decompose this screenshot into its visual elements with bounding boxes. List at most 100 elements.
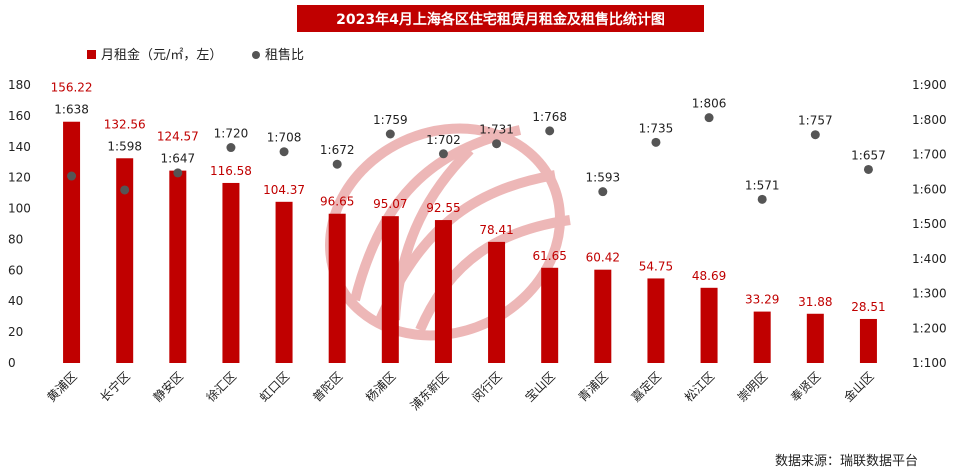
left-tick-label: 80 — [8, 232, 23, 246]
category-label: 闵行区 — [469, 369, 505, 405]
ratio-dot — [492, 139, 502, 149]
ratio-value-label: 1:593 — [586, 171, 621, 185]
ratio-value-label: 1:571 — [745, 178, 780, 192]
legend-dot-label: 租售比 — [265, 47, 304, 63]
legend-dot-swatch — [252, 51, 260, 59]
ratio-value-label: 1:638 — [54, 103, 89, 117]
rent-value-label: 156.22 — [51, 81, 93, 95]
right-tick-label: 1:100 — [912, 356, 947, 370]
rent-bar — [806, 313, 824, 363]
left-tick-label: 140 — [8, 140, 31, 154]
rent-value-label: 28.51 — [851, 300, 885, 314]
ratio-value-label: 1:768 — [532, 110, 567, 124]
ratio-value-label: 1:598 — [107, 139, 142, 153]
rent-value-label: 48.69 — [692, 269, 726, 283]
category-label: 崇明区 — [735, 369, 770, 404]
rent-value-label: 31.88 — [798, 295, 832, 309]
right-axis: 1:100 1:200 1:300 1:400 1:500 1:600 1:700 1:800… — [912, 78, 947, 370]
ratio-value-label: 1:759 — [373, 113, 408, 127]
rent-bar — [859, 318, 877, 363]
ratio-dot — [438, 149, 448, 159]
rent-value-label: 54.75 — [639, 259, 673, 273]
ratio-value-label: 1:757 — [798, 114, 833, 128]
category-label: 宝山区 — [522, 369, 557, 404]
ratio-dot — [863, 164, 873, 174]
chart-title: 2023年4月上海各区住宅租赁月租金及租售比统计图 — [297, 5, 704, 32]
ratio-dot — [757, 194, 767, 204]
rent-bar — [328, 213, 346, 363]
legend: 月租金（元/㎡，左） 租售比 — [87, 47, 304, 63]
category-label: 奉贤区 — [788, 369, 823, 404]
rent-bar — [169, 170, 187, 363]
ratio-dot — [385, 129, 395, 139]
rent-value-label: 96.65 — [320, 195, 354, 209]
rent-value-label: 95.07 — [373, 197, 407, 211]
left-tick-label: 180 — [8, 78, 31, 92]
rent-bar — [700, 287, 718, 363]
ratio-dot — [226, 143, 236, 153]
ratio-value-label: 1:731 — [479, 123, 514, 137]
left-tick-label: 40 — [8, 294, 23, 308]
rent-bar — [488, 241, 506, 363]
rent-bar — [381, 216, 399, 363]
rent-value-label: 60.42 — [586, 251, 620, 265]
legend-bar-swatch — [87, 50, 96, 59]
legend-bar-label: 月租金（元/㎡，左） — [101, 47, 222, 63]
rent-value-label: 61.65 — [533, 249, 567, 263]
ratio-value-label: 1:806 — [692, 97, 727, 111]
left-axis: 0 20 40 60 80 100 120 140 160 180 — [8, 78, 31, 370]
ratio-value-label: 1:647 — [161, 152, 196, 166]
rent-bar — [541, 267, 559, 363]
rent-bar — [594, 269, 612, 363]
rent-bar — [63, 121, 81, 363]
category-label: 松江区 — [682, 369, 717, 404]
ratio-dot — [704, 113, 714, 123]
ratio-dot — [651, 137, 661, 147]
category-label: 青浦区 — [576, 369, 611, 404]
rent-value-label: 104.37 — [263, 183, 305, 197]
category-label: 浦东新区 — [407, 369, 452, 414]
category-label: 普陀区 — [309, 369, 345, 405]
left-tick-label: 60 — [8, 263, 23, 277]
right-tick-label: 1:400 — [912, 252, 947, 266]
category-label: 虹口区 — [257, 369, 292, 404]
right-tick-label: 1:300 — [912, 287, 947, 301]
left-tick-label: 0 — [8, 356, 16, 370]
ratio-dot — [67, 171, 77, 181]
ratio-value-label: 1:672 — [320, 143, 355, 157]
right-tick-label: 1:600 — [912, 182, 947, 196]
category-label: 黄浦区 — [44, 369, 79, 404]
rent-bar — [434, 220, 452, 363]
category-label: 杨浦区 — [362, 369, 398, 405]
rent-bar — [753, 311, 771, 363]
rent-value-label: 78.41 — [479, 223, 513, 237]
right-tick-label: 1:700 — [912, 148, 947, 162]
rent-bar — [116, 158, 134, 363]
left-tick-label: 20 — [8, 325, 23, 339]
ratio-value-label: 1:702 — [426, 133, 461, 147]
left-tick-label: 100 — [8, 202, 31, 216]
category-label: 金山区 — [840, 369, 876, 405]
category-label: 长宁区 — [97, 369, 133, 405]
ratio-dot — [598, 187, 608, 197]
rent-value-label: 116.58 — [210, 164, 252, 178]
rent-value-label: 92.55 — [426, 201, 460, 215]
ratio-dot — [545, 126, 555, 136]
rent-value-label: 132.56 — [104, 117, 146, 131]
ratio-value-label: 1:735 — [639, 121, 674, 135]
right-tick-label: 1:200 — [912, 321, 947, 335]
rent-bar — [222, 182, 240, 363]
ratio-dot — [810, 130, 820, 140]
category-label: 嘉定区 — [628, 369, 664, 405]
ratio-dot — [332, 159, 342, 169]
left-tick-label: 160 — [8, 109, 31, 123]
right-tick-label: 1:500 — [912, 217, 947, 231]
left-tick-label: 120 — [8, 171, 31, 185]
ratio-value-label: 1:657 — [851, 148, 886, 162]
rent-value-label: 33.29 — [745, 293, 779, 307]
ratio-value-label: 1:720 — [214, 127, 249, 141]
rent-bar — [647, 278, 665, 363]
ratio-dot — [120, 185, 130, 195]
category-axis: 黄浦区 长宁区 静安区 徐汇区 虹口区 普陀区 杨浦区 浦东新区 闵行区 宝山区 青浦区 嘉定区 松江区… — [44, 369, 876, 414]
